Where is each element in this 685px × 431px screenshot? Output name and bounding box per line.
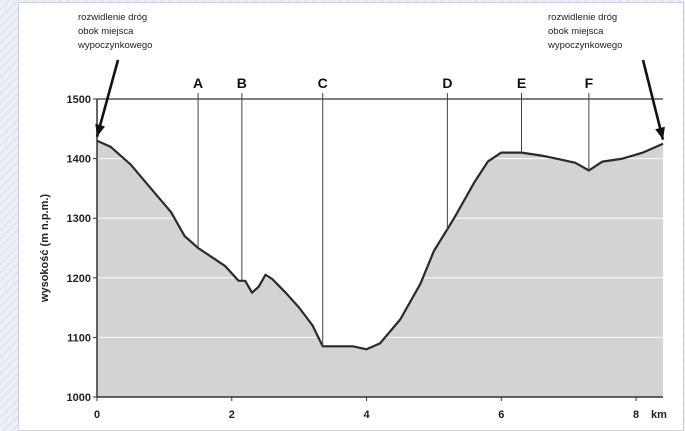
y-tick-label-1500: 1500 bbox=[67, 94, 91, 106]
y-tick-label-1400: 1400 bbox=[67, 154, 91, 166]
marker-label-d: D bbox=[442, 75, 452, 91]
x-tick-label-0: 0 bbox=[94, 409, 100, 421]
x-tick-label-6: 6 bbox=[498, 409, 504, 421]
annotation-left-line-1: rozwidlenie dróg bbox=[78, 12, 147, 23]
y-tick-label-1100: 1100 bbox=[67, 332, 91, 344]
x-tick-label-8: 8 bbox=[633, 409, 639, 421]
marker-label-a: A bbox=[193, 75, 203, 91]
x-tick-label-4: 4 bbox=[363, 409, 370, 421]
annotation-left-line-3: wypoczynkowego bbox=[77, 40, 152, 51]
x-tick-label-2: 2 bbox=[229, 409, 235, 421]
annotation-right-arrow-head bbox=[655, 126, 665, 140]
annotation-left-arrow-head bbox=[95, 123, 105, 137]
annotation-right-line-3: wypoczynkowego bbox=[547, 40, 622, 51]
y-tick-label-1300: 1300 bbox=[67, 213, 91, 225]
marker-label-b: B bbox=[237, 75, 247, 91]
marker-label-f: F bbox=[585, 75, 594, 91]
elevation-area bbox=[97, 140, 663, 397]
x-unit-label: km bbox=[651, 409, 667, 421]
y-tick-label-1200: 1200 bbox=[67, 273, 91, 285]
marker-label-c: C bbox=[318, 75, 328, 91]
annotation-left-line-2: obok miejsca bbox=[78, 26, 134, 37]
annotation-left-arrow-shaft bbox=[95, 59, 120, 138]
annotation-right-line-2: obok miejsca bbox=[548, 26, 604, 37]
marker-label-e: E bbox=[517, 75, 526, 91]
annotation-right-line-1: rozwidlenie dróg bbox=[548, 12, 617, 23]
elevation-line bbox=[96, 139, 664, 351]
y-tick-label-1000: 1000 bbox=[67, 392, 91, 404]
annotation-right-arrow-shaft bbox=[641, 59, 665, 141]
y-axis-label: wysokość (m n.p.m.) bbox=[39, 194, 51, 304]
